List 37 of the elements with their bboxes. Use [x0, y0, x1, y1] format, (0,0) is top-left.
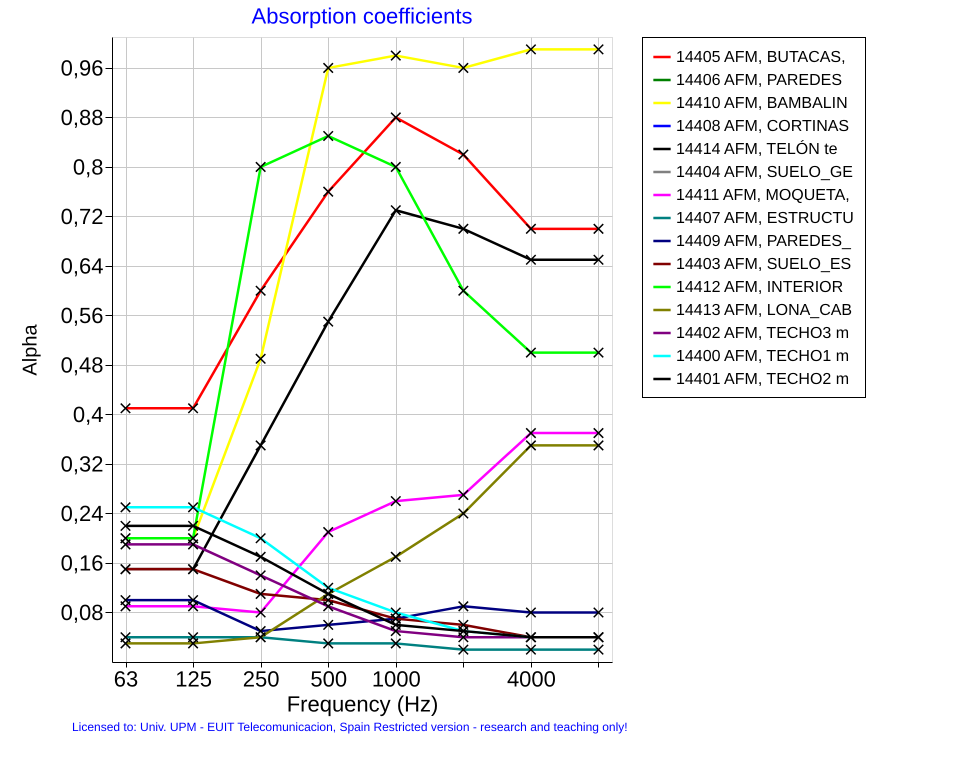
legend-label: 14402 AFM, TECHO3 m — [676, 325, 850, 342]
legend-label: 14408 AFM, CORTINAS — [676, 118, 850, 135]
legend-label: 14414 AFM, TELÓN te — [676, 140, 838, 158]
y-tick-label: 0,56 — [60, 302, 104, 328]
y-tick-label: 0,32 — [60, 451, 104, 476]
legend-label: 14403 AFM, SUELO_ES — [676, 256, 852, 273]
y-axis-title: Alpha — [20, 324, 42, 376]
legend-label: 14411 AFM, MOQUETA, — [676, 187, 850, 204]
x-tick-label: 500 — [310, 666, 348, 692]
x-tick-label: 250 — [242, 666, 280, 692]
y-tick-label: 0,64 — [60, 253, 104, 278]
x-tick-label: 4000 — [506, 666, 556, 692]
y-tick-label: 0,72 — [60, 204, 104, 229]
y-tick-label: 0,24 — [60, 500, 104, 526]
legend-label: 14400 AFM, TECHO1 m — [676, 348, 850, 365]
y-tick-label: 0,96 — [60, 55, 104, 80]
legend-label: 14410 AFM, BAMBALIN — [676, 95, 848, 112]
x-tick-label: 63 — [114, 666, 138, 692]
chart-title: Absorption coefficients — [252, 4, 472, 28]
y-tick-label: 0,48 — [60, 352, 104, 378]
y-tick-label: 0,88 — [60, 104, 104, 130]
legend-label: 14406 AFM, PAREDES — [676, 72, 842, 89]
legend-label: 14404 AFM, SUELO_GE — [676, 164, 853, 181]
x-axis-title: Frequency (Hz) — [286, 692, 438, 716]
y-tick-label: 0,4 — [72, 402, 104, 427]
legend-label: 14407 AFM, ESTRUCTU — [676, 210, 854, 227]
y-tick-label: 0,16 — [60, 550, 104, 576]
y-tick-label: 0,08 — [60, 600, 104, 625]
x-tick-label: 125 — [175, 666, 212, 692]
legend-label: 14401 AFM, TECHO2 m — [676, 371, 850, 388]
y-tick-label: 0,8 — [72, 154, 104, 180]
legend-label: 14412 AFM, INTERIOR — [676, 279, 844, 296]
legend-label: 14409 AFM, PAREDES_ — [676, 233, 852, 250]
legend-label: 14413 AFM, LONA_CAB — [676, 302, 852, 319]
x-tick-label: 1000 — [372, 666, 421, 692]
text: Licensed to: Univ. UPM - EUIT Telecomunicacion, Spain Restricted version - research and teaching only! — [72, 720, 628, 734]
legend-label: 14405 AFM, BUTACAS, — [676, 49, 846, 66]
